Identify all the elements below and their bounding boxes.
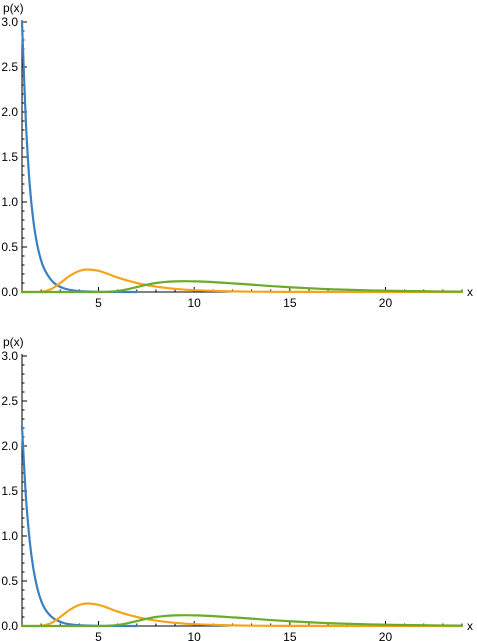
y-tick-label: 2.5: [1, 394, 18, 408]
series-line-1: [20, 602, 464, 628]
x-tick-label: 5: [95, 296, 102, 310]
series-line-1: [20, 268, 464, 294]
x-axis-title: x: [467, 285, 473, 299]
series-line-2: [20, 614, 464, 628]
x-tick-label: 15: [283, 296, 297, 310]
series-line-0: [20, 425, 138, 628]
x-tick-label: 10: [187, 630, 201, 641]
y-tick-label: 1.5: [1, 150, 18, 164]
chart-bottom: 5 10 15 20 0.0 0.5 1.0 1.5 2.0 2.5 3.0 x p(x): [1, 335, 473, 641]
x-tick-label: 5: [95, 630, 102, 641]
x-tick-label: 20: [379, 296, 393, 310]
y-tick-label: 1.5: [1, 484, 18, 498]
y-axis-title: p(x): [3, 335, 24, 349]
y-tick-label: 0.5: [1, 240, 18, 254]
y-tick-label: 0.0: [1, 619, 18, 633]
y-tick-label: 0.5: [1, 574, 18, 588]
y-tick-label: 0.0: [1, 285, 18, 299]
x-tick-label: 10: [187, 296, 201, 310]
series-line-0: [20, 20, 138, 294]
series-line-2: [20, 280, 464, 294]
y-tick-label: 3.0: [1, 349, 18, 363]
x-tick-label: 15: [283, 630, 297, 641]
y-tick-label: 1.0: [1, 195, 18, 209]
y-axis-title: p(x): [3, 1, 24, 15]
y-tick-label: 3.0: [1, 15, 18, 29]
y-tick-label: 1.0: [1, 529, 18, 543]
y-tick-label: 2.0: [1, 439, 18, 453]
y-tick-label: 2.5: [1, 60, 18, 74]
x-tick-label: 20: [379, 630, 393, 641]
chart-top: 5 10 15 20 0.0 0.5 1.0 1.5 2.0 2.5 3.0 x p(x): [1, 1, 473, 310]
y-tick-label: 2.0: [1, 105, 18, 119]
x-axis-title: x: [467, 619, 473, 633]
